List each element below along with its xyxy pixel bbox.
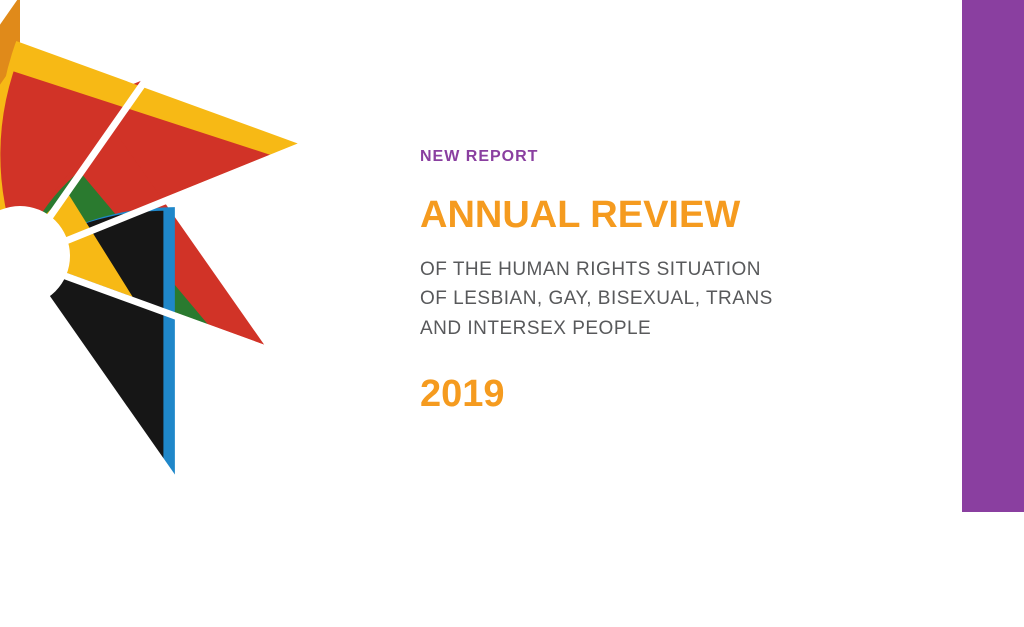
subtitle-line: OF THE HUMAN RIGHTS SITUATION [420, 255, 773, 284]
accent-bar-right [962, 0, 1024, 512]
headline: ANNUAL REVIEW [420, 194, 773, 237]
subtitle-line: OF LESBIAN, GAY, BISEXUAL, TRANS [420, 284, 773, 313]
subtitle-line: AND INTERSEX PEOPLE [420, 314, 773, 343]
year: 2019 [420, 373, 773, 416]
eyebrow-label: NEW REPORT [420, 148, 773, 166]
text-block: NEW REPORT ANNUAL REVIEW OF THE HUMAN RI… [420, 148, 773, 416]
stage: NEW REPORT ANNUAL REVIEW OF THE HUMAN RI… [0, 0, 1024, 512]
subtitle: OF THE HUMAN RIGHTS SITUATIONOF LESBIAN,… [420, 255, 773, 343]
